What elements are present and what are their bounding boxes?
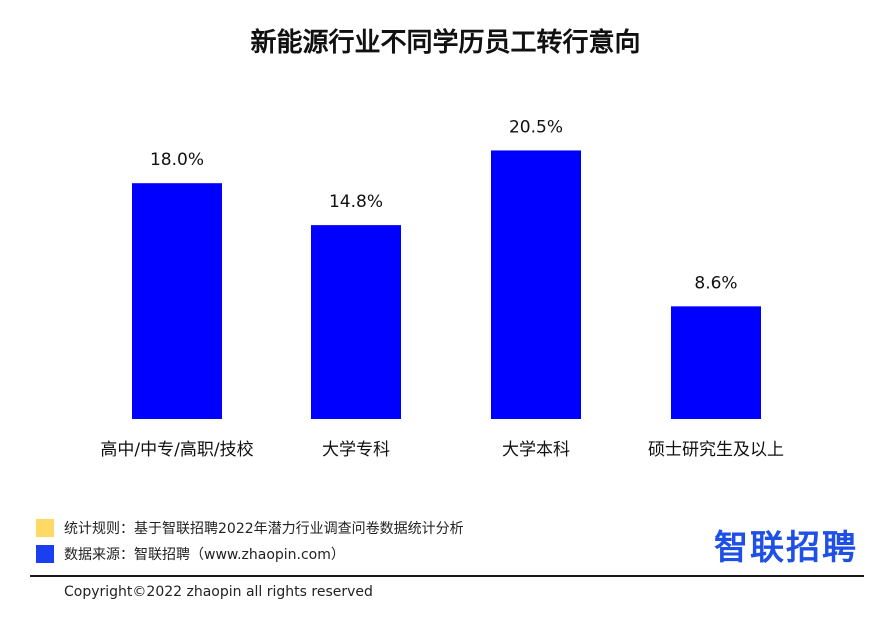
zhaopin-logo: 智联招聘	[714, 528, 858, 568]
bar-2	[491, 150, 581, 419]
data-label-1: 14.8%	[329, 192, 383, 212]
data-label-2: 20.5%	[509, 117, 563, 137]
rule-note: 统计规则：基于智联招聘2022年潜力行业调查问卷数据统计分析	[36, 518, 464, 538]
bar-1	[311, 225, 401, 419]
data-label-3: 8.6%	[694, 273, 737, 293]
rule-swatch	[36, 519, 54, 537]
category-label-1: 大学专科	[322, 440, 390, 460]
bar-chart: 18.0% 高中/中专/高职/技校 14.8% 大学专科 20.5% 大学本科 8.6% 硕士…	[100, 117, 784, 460]
source-text: 数据来源：智联招聘（www.zhaopin.com）	[64, 547, 345, 563]
footer-divider	[30, 575, 864, 577]
source-swatch	[36, 545, 54, 563]
category-label-0: 高中/中专/高职/技校	[100, 440, 253, 460]
category-label-3: 硕士研究生及以上	[648, 440, 784, 460]
rule-text: 统计规则：基于智联招聘2022年潜力行业调查问卷数据统计分析	[64, 521, 464, 537]
data-label-0: 18.0%	[150, 150, 204, 170]
category-label-2: 大学本科	[502, 440, 570, 460]
copyright-text: Copyright©2022 zhaopin all rights reserv…	[64, 584, 373, 600]
bar-0	[132, 183, 222, 419]
bar-3	[671, 306, 761, 419]
source-note: 数据来源：智联招聘（www.zhaopin.com）	[36, 544, 345, 564]
chart-title: 新能源行业不同学历员工转行意向	[250, 28, 641, 58]
